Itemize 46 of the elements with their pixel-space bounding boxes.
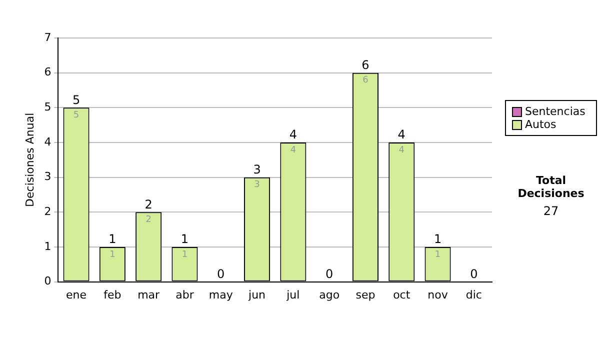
total-label: 1 bbox=[434, 232, 442, 246]
y-tick-label: 1 bbox=[44, 240, 52, 253]
y-tick-label: 0 bbox=[44, 274, 52, 288]
y-tick-label: 4 bbox=[44, 135, 52, 148]
x-tick-label: feb bbox=[104, 288, 122, 302]
y-tick-label: 5 bbox=[44, 100, 52, 114]
x-tick-label: mar bbox=[138, 288, 160, 302]
total-label: 5 bbox=[72, 92, 80, 107]
y-tick-label: 2 bbox=[44, 205, 52, 218]
legend-label: Autos bbox=[525, 118, 556, 131]
total-label: 4 bbox=[289, 128, 297, 142]
total-label: 0 bbox=[326, 266, 334, 281]
y-tick-label: 3 bbox=[44, 170, 52, 184]
total-label: 1 bbox=[108, 232, 116, 246]
x-tick-label: may bbox=[208, 288, 234, 302]
total-label: 1 bbox=[180, 232, 189, 246]
data-label: 4 bbox=[290, 145, 296, 156]
data-label: 1 bbox=[182, 250, 188, 260]
data-label: 4 bbox=[398, 145, 405, 156]
total-label: 2 bbox=[144, 197, 152, 212]
total-label: 3 bbox=[253, 162, 261, 176]
legend-label: Sentencias bbox=[525, 105, 586, 118]
x-tick-label: jul bbox=[286, 288, 300, 302]
total-label: 0 bbox=[217, 266, 225, 281]
text: 27 bbox=[542, 204, 560, 218]
y-tick-label: 6 bbox=[44, 66, 52, 79]
data-label: 6 bbox=[362, 76, 369, 86]
x-tick-label: oct bbox=[393, 288, 411, 302]
total-label: 0 bbox=[470, 266, 478, 281]
data-label: 1 bbox=[434, 250, 441, 260]
data-label: 5 bbox=[73, 110, 80, 120]
total-label: 4 bbox=[398, 128, 406, 142]
x-tick-label: jun bbox=[248, 288, 266, 302]
data-label: 1 bbox=[110, 250, 116, 260]
text: Total Decisiones bbox=[516, 174, 586, 200]
x-tick-label: dic bbox=[466, 288, 482, 302]
data-label: 2 bbox=[146, 214, 152, 225]
total-label: 6 bbox=[362, 58, 370, 72]
x-tick-label: ago bbox=[319, 288, 340, 302]
x-tick-label: nov bbox=[428, 288, 448, 302]
x-tick-label: sep bbox=[356, 288, 376, 302]
y-tick-label: 7 bbox=[44, 30, 52, 44]
y-axis-title: Decisiones Anual bbox=[23, 112, 36, 207]
x-tick-label: ene bbox=[66, 288, 87, 302]
data-label: 3 bbox=[254, 180, 260, 190]
x-tick-label: abr bbox=[176, 288, 194, 302]
